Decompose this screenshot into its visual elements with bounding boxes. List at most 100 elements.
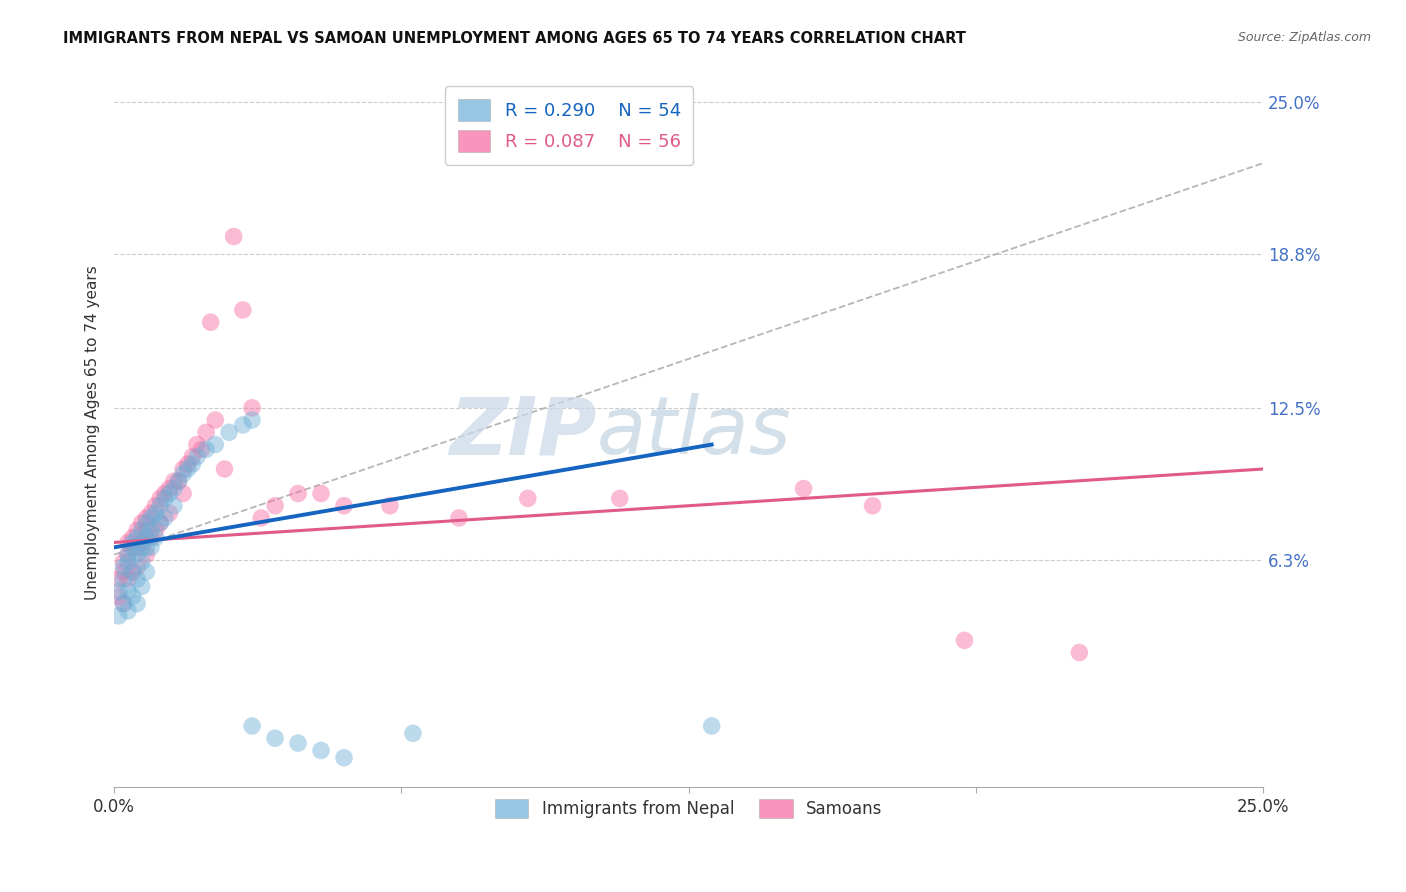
Samoans — [145, 523, 167, 537]
Samoans — [157, 482, 180, 496]
Immigrants from Nepal — [232, 417, 254, 432]
Samoans — [121, 531, 143, 545]
Samoans — [190, 442, 212, 457]
Immigrants from Nepal — [157, 486, 180, 500]
Immigrants from Nepal — [117, 584, 139, 599]
Immigrants from Nepal — [131, 579, 153, 593]
Immigrants from Nepal — [402, 726, 425, 740]
Immigrants from Nepal — [333, 751, 356, 765]
Immigrants from Nepal — [121, 589, 143, 603]
Immigrants from Nepal — [121, 565, 143, 579]
Samoans — [214, 462, 236, 476]
Immigrants from Nepal — [153, 491, 176, 506]
Samoans — [117, 535, 139, 549]
Immigrants from Nepal — [112, 560, 135, 574]
Samoans — [149, 491, 172, 506]
Immigrants from Nepal — [117, 548, 139, 562]
Immigrants from Nepal — [127, 548, 149, 562]
Immigrants from Nepal — [186, 450, 208, 464]
Samoans — [250, 511, 273, 525]
Samoans — [117, 548, 139, 562]
Samoans — [112, 565, 135, 579]
Legend: Immigrants from Nepal, Samoans: Immigrants from Nepal, Samoans — [488, 792, 889, 825]
Immigrants from Nepal — [131, 555, 153, 569]
Samoans — [177, 457, 200, 471]
Samoans — [232, 302, 254, 317]
Samoans — [953, 633, 976, 648]
Samoans — [167, 475, 190, 489]
Immigrants from Nepal — [121, 541, 143, 555]
Samoans — [131, 535, 153, 549]
Samoans — [287, 486, 309, 500]
Samoans — [149, 516, 172, 530]
Samoans — [139, 531, 162, 545]
Immigrants from Nepal — [145, 531, 167, 545]
Samoans — [153, 486, 176, 500]
Samoans — [135, 523, 157, 537]
Immigrants from Nepal — [139, 541, 162, 555]
Samoans — [222, 229, 245, 244]
Immigrants from Nepal — [135, 541, 157, 555]
Immigrants from Nepal — [172, 467, 194, 481]
Samoans — [117, 572, 139, 586]
Immigrants from Nepal — [153, 511, 176, 525]
Immigrants from Nepal — [139, 511, 162, 525]
Immigrants from Nepal — [131, 541, 153, 555]
Samoans — [264, 499, 287, 513]
Samoans — [127, 523, 149, 537]
Samoans — [793, 482, 815, 496]
Immigrants from Nepal — [112, 597, 135, 611]
Samoans — [135, 548, 157, 562]
Immigrants from Nepal — [240, 413, 263, 427]
Samoans — [609, 491, 631, 506]
Samoans — [107, 589, 129, 603]
Samoans — [172, 486, 194, 500]
Immigrants from Nepal — [135, 565, 157, 579]
Immigrants from Nepal — [700, 719, 723, 733]
Immigrants from Nepal — [117, 604, 139, 618]
Immigrants from Nepal — [149, 499, 172, 513]
Immigrants from Nepal — [121, 535, 143, 549]
Samoans — [172, 462, 194, 476]
Samoans — [309, 486, 332, 500]
Immigrants from Nepal — [309, 743, 332, 757]
Immigrants from Nepal — [195, 442, 218, 457]
Text: Source: ZipAtlas.com: Source: ZipAtlas.com — [1237, 31, 1371, 45]
Samoans — [135, 511, 157, 525]
Immigrants from Nepal — [131, 523, 153, 537]
Immigrants from Nepal — [181, 457, 204, 471]
Samoans — [163, 475, 186, 489]
Immigrants from Nepal — [177, 462, 200, 476]
Text: IMMIGRANTS FROM NEPAL VS SAMOAN UNEMPLOYMENT AMONG AGES 65 TO 74 YEARS CORRELATI: IMMIGRANTS FROM NEPAL VS SAMOAN UNEMPLOY… — [63, 31, 966, 46]
Samoans — [204, 413, 226, 427]
Samoans — [862, 499, 884, 513]
Immigrants from Nepal — [287, 736, 309, 750]
Immigrants from Nepal — [163, 499, 186, 513]
Immigrants from Nepal — [117, 555, 139, 569]
Immigrants from Nepal — [107, 584, 129, 599]
Y-axis label: Unemployment Among Ages 65 to 74 years: Unemployment Among Ages 65 to 74 years — [86, 265, 100, 599]
Samoans — [447, 511, 470, 525]
Immigrants from Nepal — [112, 572, 135, 586]
Samoans — [195, 425, 218, 440]
Samoans — [131, 516, 153, 530]
Text: atlas: atlas — [596, 393, 792, 471]
Immigrants from Nepal — [135, 531, 157, 545]
Samoans — [127, 560, 149, 574]
Immigrants from Nepal — [149, 516, 172, 530]
Samoans — [516, 491, 538, 506]
Immigrants from Nepal — [127, 597, 149, 611]
Samoans — [333, 499, 356, 513]
Immigrants from Nepal — [135, 516, 157, 530]
Immigrants from Nepal — [163, 482, 186, 496]
Immigrants from Nepal — [218, 425, 240, 440]
Samoans — [107, 572, 129, 586]
Immigrants from Nepal — [145, 506, 167, 520]
Samoans — [127, 541, 149, 555]
Samoans — [121, 565, 143, 579]
Samoans — [112, 555, 135, 569]
Samoans — [157, 506, 180, 520]
Samoans — [145, 499, 167, 513]
Samoans — [378, 499, 401, 513]
Samoans — [139, 506, 162, 520]
